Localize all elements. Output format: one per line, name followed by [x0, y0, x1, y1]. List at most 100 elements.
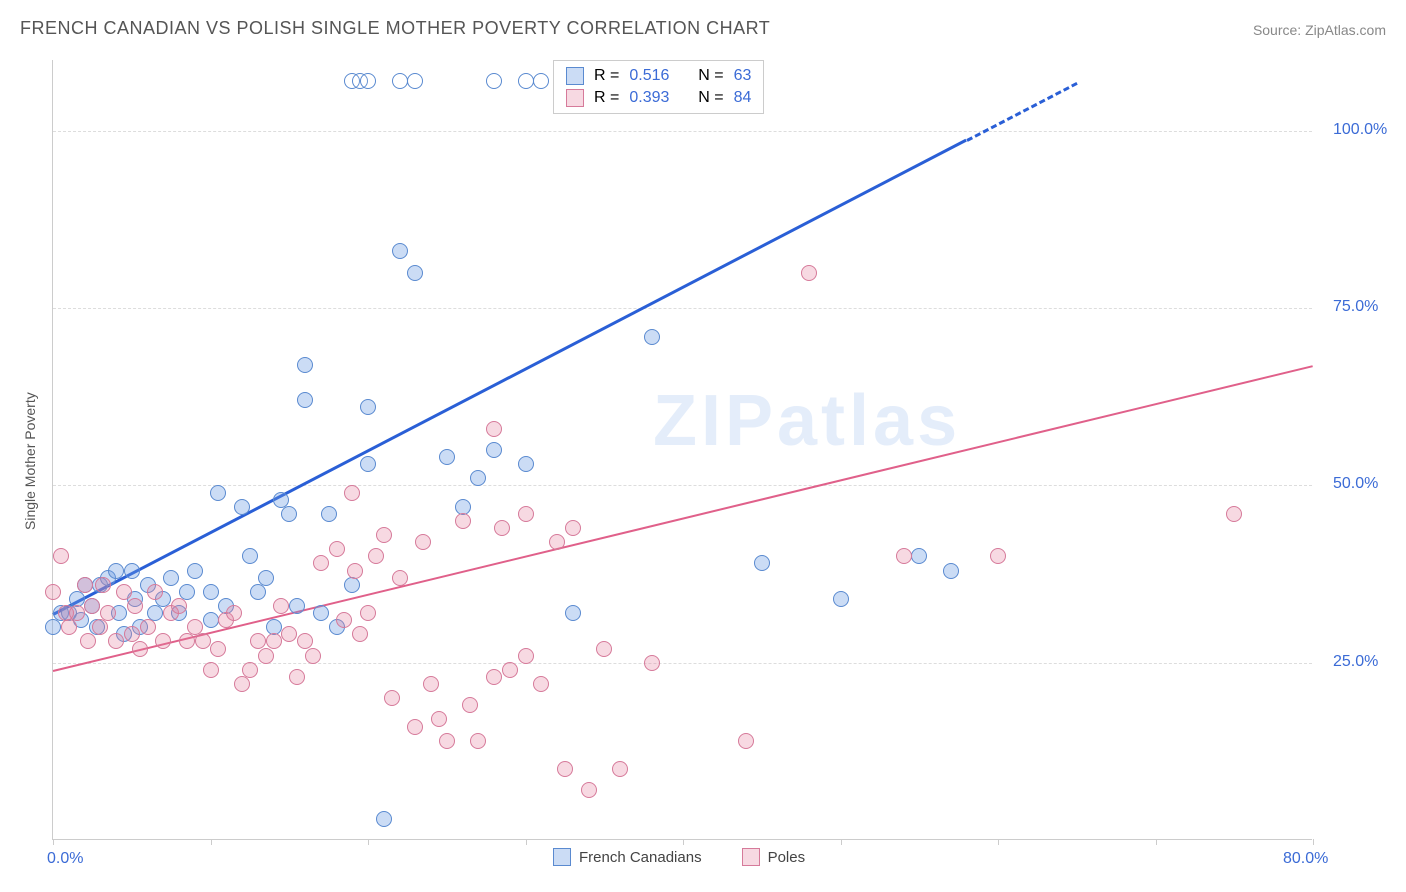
y-axis-label: Single Mother Poverty — [22, 392, 38, 530]
data-point — [210, 641, 226, 657]
data-point — [273, 598, 289, 614]
data-point — [376, 527, 392, 543]
data-point — [384, 690, 400, 706]
data-point — [470, 470, 486, 486]
data-point — [77, 577, 93, 593]
stats-row: R =0.516 N =63 — [566, 65, 751, 87]
data-point — [360, 605, 376, 621]
data-point — [234, 676, 250, 692]
y-tick-label: 50.0% — [1333, 475, 1378, 493]
trend-line — [53, 365, 1313, 672]
data-point — [116, 584, 132, 600]
data-point — [455, 513, 471, 529]
data-point — [234, 499, 250, 515]
x-tick — [526, 839, 527, 845]
grid-line — [53, 308, 1312, 309]
x-tick — [1156, 839, 1157, 845]
data-point — [313, 605, 329, 621]
watermark: ZIPatlas — [653, 380, 961, 462]
data-point — [1226, 506, 1242, 522]
data-point — [347, 563, 363, 579]
data-point — [108, 563, 124, 579]
data-point — [486, 442, 502, 458]
data-point — [486, 421, 502, 437]
data-point — [84, 598, 100, 614]
data-point — [258, 648, 274, 664]
x-tick — [1313, 839, 1314, 845]
data-point — [336, 612, 352, 628]
legend-swatch — [553, 848, 571, 866]
x-tick — [841, 839, 842, 845]
data-point — [203, 612, 219, 628]
data-point — [80, 633, 96, 649]
grid-line — [53, 131, 1312, 132]
data-point — [127, 598, 143, 614]
chart-title: FRENCH CANADIAN VS POLISH SINGLE MOTHER … — [20, 18, 770, 39]
data-point — [344, 485, 360, 501]
data-point — [163, 570, 179, 586]
trend-line — [966, 81, 1078, 141]
x-tick — [683, 839, 684, 845]
data-point — [108, 633, 124, 649]
source-attribution: Source: ZipAtlas.com — [1253, 22, 1386, 38]
data-point — [242, 662, 258, 678]
data-point — [203, 662, 219, 678]
data-point — [644, 655, 660, 671]
data-point — [95, 577, 111, 593]
data-point — [45, 619, 61, 635]
x-tick-label: 0.0% — [47, 850, 83, 868]
data-point — [147, 584, 163, 600]
data-point — [612, 761, 628, 777]
data-point — [352, 626, 368, 642]
legend-swatch — [566, 89, 584, 107]
data-point — [250, 584, 266, 600]
series-legend: French Canadians Poles — [553, 848, 805, 866]
grid-line — [53, 663, 1312, 664]
data-point-clipped — [392, 73, 408, 89]
data-point — [486, 669, 502, 685]
legend-label: Poles — [768, 849, 806, 866]
data-point — [943, 563, 959, 579]
data-point — [124, 563, 140, 579]
data-point-clipped — [486, 73, 502, 89]
data-point — [368, 548, 384, 564]
x-tick — [998, 839, 999, 845]
data-point — [738, 733, 754, 749]
y-tick-label: 75.0% — [1333, 298, 1378, 316]
data-point — [392, 570, 408, 586]
data-point — [392, 243, 408, 259]
data-point — [258, 570, 274, 586]
data-point — [581, 782, 597, 798]
data-point — [360, 399, 376, 415]
legend-item: French Canadians — [553, 848, 702, 866]
data-point — [289, 669, 305, 685]
data-point — [360, 456, 376, 472]
data-point — [518, 648, 534, 664]
x-tick — [368, 839, 369, 845]
data-point — [344, 577, 360, 593]
y-tick-label: 100.0% — [1333, 121, 1387, 139]
data-point — [203, 584, 219, 600]
stats-row: R =0.393 N =84 — [566, 87, 751, 109]
data-point — [407, 265, 423, 281]
data-point — [470, 733, 486, 749]
data-point — [990, 548, 1006, 564]
r-value: 0.393 — [629, 89, 669, 107]
data-point — [281, 506, 297, 522]
data-point — [305, 648, 321, 664]
legend-swatch — [742, 848, 760, 866]
legend-swatch — [566, 67, 584, 85]
trend-line — [52, 139, 967, 616]
data-point — [281, 626, 297, 642]
r-label: R = — [594, 89, 619, 107]
data-point — [155, 633, 171, 649]
data-point — [596, 641, 612, 657]
data-point — [92, 619, 108, 635]
data-point — [896, 548, 912, 564]
stats-legend: R =0.516 N =63R =0.393 N =84 — [553, 60, 764, 114]
data-point — [439, 449, 455, 465]
data-point — [911, 548, 927, 564]
legend-item: Poles — [742, 848, 806, 866]
plot-area: 25.0%50.0%75.0%100.0%0.0%80.0%ZIPatlasR … — [52, 60, 1312, 840]
data-point — [61, 619, 77, 635]
